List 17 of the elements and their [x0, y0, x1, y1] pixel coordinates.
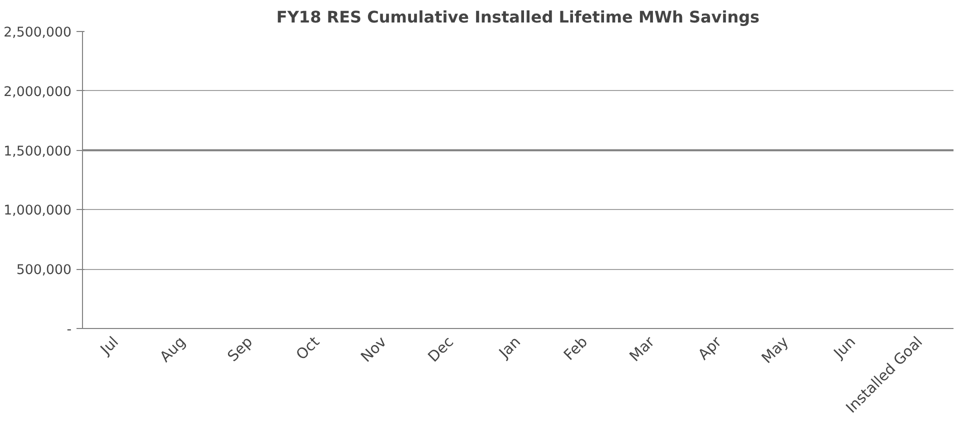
- x-tick-label: Jun: [830, 333, 860, 362]
- x-tick-label: Apr: [695, 332, 726, 364]
- x-tick-label: Jan: [495, 333, 524, 362]
- x-tick-label: Dec: [424, 333, 458, 366]
- y-tick-label: 2,000,000: [4, 84, 72, 100]
- y-tick-label: 2,500,000: [4, 26, 72, 40]
- chart-title: FY18 RES Cumulative Installed Lifetime MWh Savings: [276, 8, 760, 26]
- x-tick-label: Nov: [358, 333, 390, 366]
- y-tick-label: 1,000,000: [4, 204, 72, 219]
- x-tick-label: Mar: [626, 332, 659, 366]
- x-tick-label: Feb: [560, 333, 592, 364]
- x-tick-label: Oct: [293, 333, 324, 364]
- y-tick-label: -: [66, 322, 72, 338]
- y-tick-label: 1,500,000: [4, 144, 72, 160]
- x-tick-label: Jul: [96, 333, 122, 359]
- y-tick-label: 500,000: [16, 263, 72, 278]
- x-tick-label: Sep: [224, 333, 256, 366]
